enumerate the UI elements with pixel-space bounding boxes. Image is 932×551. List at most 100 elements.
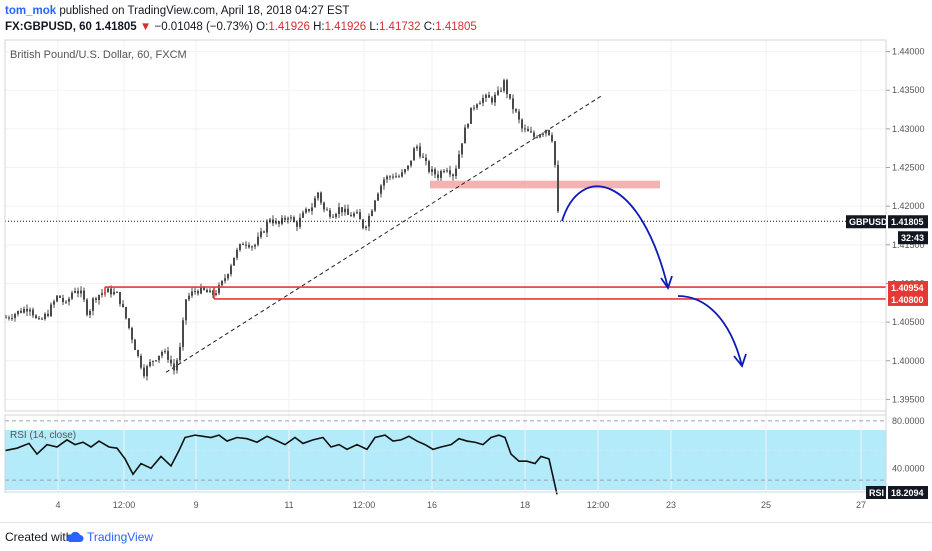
candle-body (146, 366, 148, 377)
tradingview-link[interactable]: TradingView (87, 530, 154, 544)
candle-body (287, 218, 289, 220)
candle-body (233, 257, 235, 266)
candle-body (101, 293, 103, 295)
candle-body (494, 94, 496, 103)
candle-body (98, 294, 100, 301)
candle-body (275, 221, 277, 224)
candle-body (86, 299, 88, 315)
candle-body (194, 291, 196, 293)
candle-body (254, 244, 256, 247)
x-tick-label: 23 (666, 500, 676, 510)
candle-body (59, 295, 61, 298)
rsi-tick-label: 80.0000 (892, 416, 925, 426)
candle-body (317, 192, 319, 199)
candle-body (431, 169, 433, 172)
low-label: L: (369, 21, 379, 33)
candle-body (284, 217, 286, 220)
candle-body (218, 285, 220, 294)
candle-body (359, 212, 361, 220)
candle-body (362, 219, 364, 229)
x-tick-label: 9 (193, 500, 198, 510)
candle-body (116, 291, 118, 293)
x-tick-label: 16 (427, 500, 437, 510)
open-value: 1.41926 (268, 21, 310, 33)
candle-body (236, 249, 238, 258)
candle-body (110, 288, 112, 295)
candle-body (335, 213, 337, 217)
candle-body (473, 107, 475, 109)
candle-body (389, 176, 391, 178)
candle-body (179, 346, 181, 361)
candle-body (263, 231, 265, 233)
candle-body (230, 265, 232, 275)
x-tick-label: 25 (761, 500, 771, 510)
close-value: 1.41805 (435, 21, 477, 33)
projection-arrows (561, 185, 747, 368)
author-link[interactable]: tom_mok (5, 5, 57, 17)
candle-body (260, 231, 262, 237)
rsi-series (4, 434, 558, 495)
candle-body (548, 130, 550, 136)
y-tick-label: 1.40000 (892, 356, 925, 366)
candle-body (371, 210, 373, 216)
symbol-label[interactable]: FX:GBPUSD, 60 (5, 21, 92, 33)
candle-body (23, 308, 25, 313)
last-price: 1.41805 (95, 21, 137, 33)
candle-body (527, 128, 529, 132)
candle-body (551, 135, 553, 142)
rsi-value-badge-bg (888, 486, 928, 499)
candle-body (62, 297, 64, 303)
candle-body (338, 207, 340, 214)
candle-body (8, 317, 10, 319)
candle-body (365, 226, 367, 229)
y-tick-label: 1.40500 (892, 317, 925, 327)
candle-body (467, 123, 469, 128)
candle-body (209, 290, 211, 293)
candle-body (17, 310, 19, 315)
rsi-band (5, 430, 886, 490)
candle-body (149, 361, 151, 367)
candle-body (35, 315, 37, 319)
price-axis[interactable]: 1.44000 1.43500 1.43000 1.42500 1.42000 1.415… (885, 40, 925, 492)
candle-body (290, 217, 292, 219)
x-tick-label: 4 (55, 500, 60, 510)
candle-body (482, 97, 484, 104)
rsi-line (4, 420, 886, 495)
candle-body (296, 222, 298, 227)
candle-body (464, 127, 466, 144)
candle-body (161, 351, 163, 356)
candle-body (158, 355, 160, 361)
candle-body (311, 207, 313, 212)
candle-body (533, 132, 535, 137)
candle-body (266, 221, 268, 233)
countdown-badge-bg (898, 231, 928, 245)
time-axis[interactable]: 4 12:00 9 11 12:00 16 18 12:00 23 25 27 (5, 491, 886, 510)
rsi-value-badge: 18.2094 (891, 488, 924, 498)
rsi-name-badge: RSI (869, 488, 884, 498)
price-chart[interactable]: British Pound/U.S. Dollar, 60, FXCM RSI … (0, 38, 932, 522)
candle-body (134, 339, 136, 351)
candle-body (434, 169, 436, 175)
candle-body (77, 291, 79, 294)
candle-body (278, 221, 280, 224)
high-value: 1.41926 (324, 21, 367, 33)
candle-body (185, 299, 187, 321)
candle-body (488, 94, 490, 98)
candle-body (47, 313, 49, 317)
candle-body (407, 165, 409, 170)
candle-body (164, 351, 166, 353)
level-badge-lower: 1.40800 (891, 295, 924, 305)
countdown-badge: 32:43 (901, 233, 924, 243)
candle-body (308, 208, 310, 212)
candle-body (524, 128, 526, 130)
candle-body (485, 94, 487, 98)
candle-body (188, 295, 190, 300)
candle-body (65, 301, 67, 303)
candle-body (248, 244, 250, 248)
candle-body (458, 154, 460, 169)
candle-body (11, 318, 13, 320)
candle-body (170, 359, 172, 364)
candle-body (5, 317, 7, 319)
down-arrow-icon: ▼ (139, 21, 152, 33)
candle-body (332, 216, 334, 218)
